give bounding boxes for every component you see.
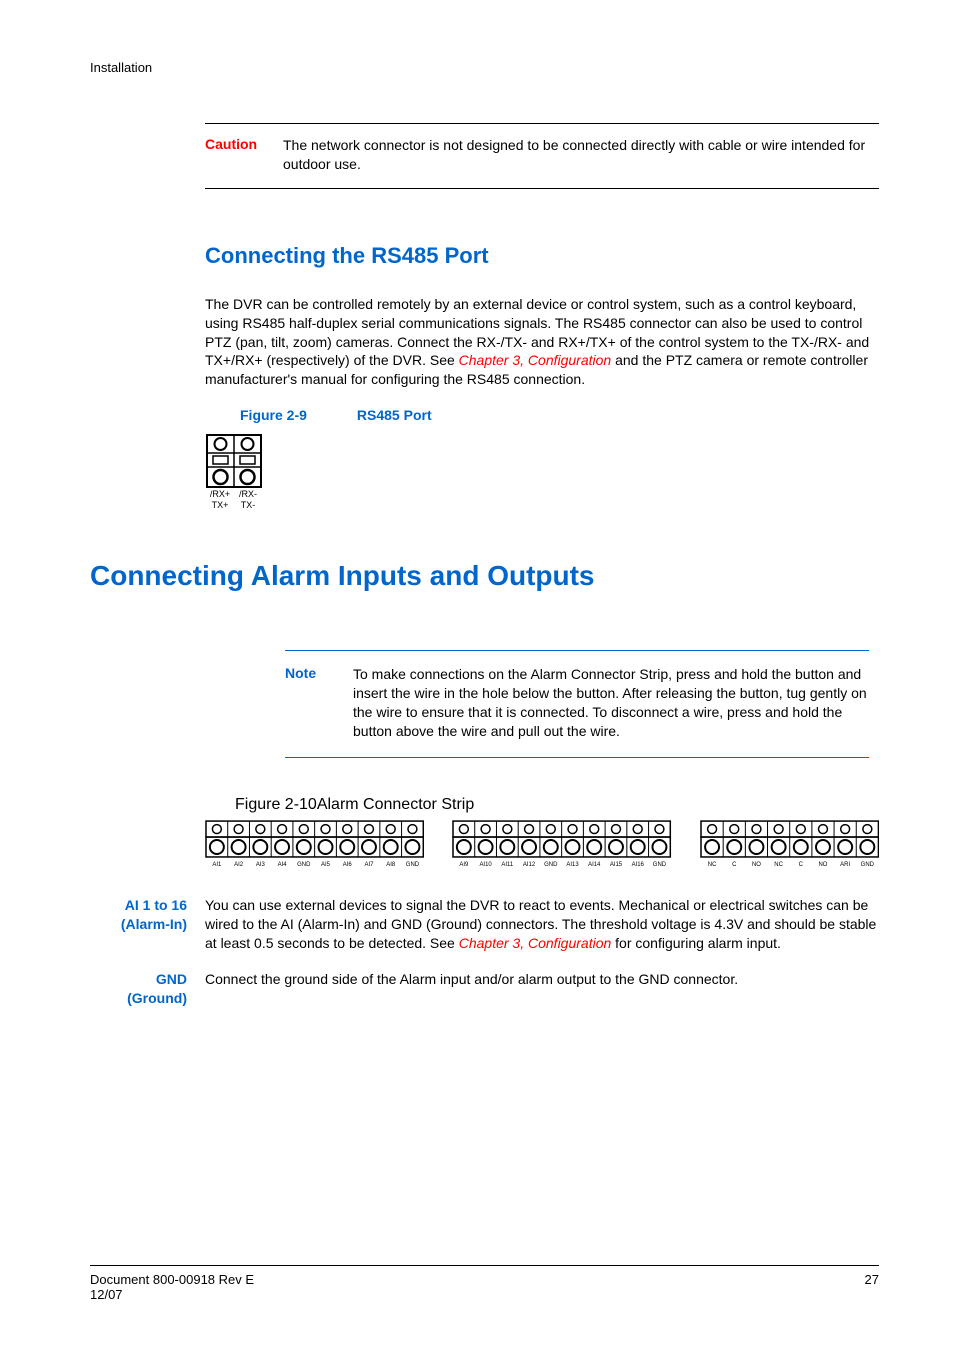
svg-text:TX-: TX-: [241, 500, 256, 510]
cross-ref-link: Chapter 3, Configuration: [459, 352, 612, 368]
svg-text:GND: GND: [297, 862, 311, 868]
figure-title: RS485 Port: [357, 407, 432, 423]
svg-text:NO: NO: [752, 862, 761, 868]
rs485-port-figure: /RX+ /RX- TX+ TX-: [205, 433, 879, 516]
svg-text:AI4: AI4: [278, 862, 288, 868]
svg-text:C: C: [732, 862, 737, 868]
cross-ref-link: Chapter 3, Configuration: [459, 935, 612, 951]
ground-paragraph: GND (Ground) Connect the ground side of …: [90, 970, 879, 1008]
side-label-ground: GND (Ground): [90, 970, 205, 1008]
divider: [90, 1265, 879, 1266]
svg-text:AI6: AI6: [343, 862, 353, 868]
svg-text:AI15: AI15: [610, 862, 623, 868]
svg-text:AI11: AI11: [502, 862, 515, 868]
svg-text:AI14: AI14: [588, 862, 601, 868]
svg-text:AI5: AI5: [321, 862, 331, 868]
connector-strip-3: NC C NO NC C NO ARI GND: [700, 820, 879, 870]
heading-alarm-io: Connecting Alarm Inputs and Outputs: [90, 560, 879, 592]
figure-number: Figure 2-9: [240, 407, 307, 423]
note-block: Note To make connections on the Alarm Co…: [285, 650, 869, 758]
svg-text:AI9: AI9: [460, 862, 470, 868]
svg-text:NC: NC: [774, 862, 783, 868]
figure-number: Figure 2-10: [235, 796, 317, 813]
page-number: 27: [865, 1272, 879, 1302]
side-label-alarm-in: AI 1 to 16 (Alarm-In): [90, 896, 205, 953]
connector-strip-1: AI1 AI2 AI3 AI4 GND AI5 AI6 AI7 AI8 GND: [205, 820, 424, 870]
note-text: To make connections on the Alarm Connect…: [353, 665, 869, 741]
divider: [205, 123, 879, 124]
connector-strip-2: AI9 AI10 AI11 AI12 GND AI13 AI14 AI15 AI16 GND: [452, 820, 671, 870]
svg-text:C: C: [798, 862, 803, 868]
alarm-connector-strip-figure: AI1AI2AI3AI4GNDAI5AI6AI7AI8GND AI9AI10AI…: [205, 820, 879, 870]
paragraph-rs485: The DVR can be controlled remotely by an…: [205, 295, 879, 389]
divider: [285, 757, 869, 758]
svg-text:GND: GND: [406, 862, 420, 868]
svg-text:TX+: TX+: [212, 500, 229, 510]
svg-text:AI3: AI3: [256, 862, 266, 868]
page-footer: Document 800-00918 Rev E 12/07 27: [90, 1265, 879, 1302]
svg-text:/RX-: /RX-: [239, 489, 257, 499]
svg-text:ARI: ARI: [840, 862, 850, 868]
svg-text:AI16: AI16: [632, 862, 645, 868]
text: for configuring alarm input.: [611, 935, 781, 951]
running-header: Installation: [90, 60, 879, 75]
svg-text:NO: NO: [818, 862, 827, 868]
figure-caption: Figure 2-10Alarm Connector Strip: [235, 796, 879, 814]
caution-text: The network connector is not designed to…: [283, 136, 879, 174]
svg-text:AI8: AI8: [386, 862, 396, 868]
note-label: Note: [285, 665, 353, 681]
svg-text:AI13: AI13: [567, 862, 580, 868]
caution-label: Caution: [205, 136, 283, 152]
svg-text:AI1: AI1: [212, 862, 222, 868]
figure-caption: Figure 2-9 RS485 Port: [240, 407, 879, 425]
svg-text:AI10: AI10: [480, 862, 493, 868]
doc-number: Document 800-00918 Rev E: [90, 1272, 254, 1287]
heading-rs485: Connecting the RS485 Port: [205, 243, 879, 269]
svg-text:/RX+: /RX+: [210, 489, 230, 499]
side-text-alarm-in: You can use external devices to signal t…: [205, 896, 879, 953]
divider: [205, 188, 879, 189]
doc-date: 12/07: [90, 1287, 123, 1302]
svg-text:AI2: AI2: [234, 862, 244, 868]
figure-title: Alarm Connector Strip: [317, 796, 474, 813]
caution-block: Caution The network connector is not des…: [205, 123, 879, 189]
svg-text:AI7: AI7: [364, 862, 374, 868]
svg-text:AI12: AI12: [523, 862, 536, 868]
svg-text:GND: GND: [860, 862, 874, 868]
side-text-ground: Connect the ground side of the Alarm inp…: [205, 970, 879, 1008]
svg-text:NC: NC: [707, 862, 716, 868]
divider: [285, 650, 869, 651]
svg-text:GND: GND: [544, 862, 558, 868]
svg-text:GND: GND: [653, 862, 667, 868]
alarm-in-paragraph: AI 1 to 16 (Alarm-In) You can use extern…: [90, 896, 879, 953]
